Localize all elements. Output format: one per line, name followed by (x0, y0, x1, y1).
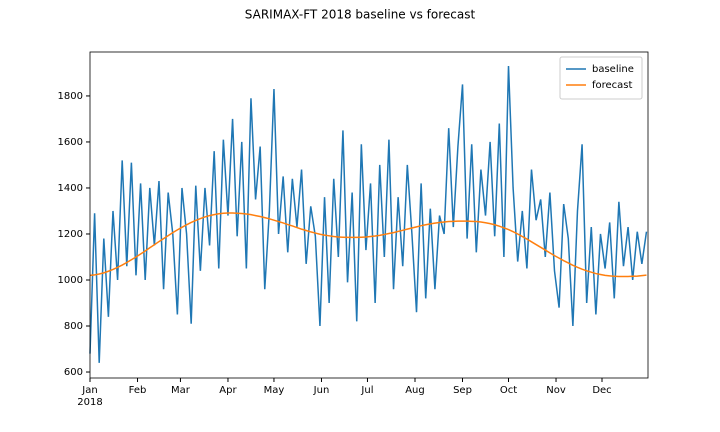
x-tick-label: Feb (129, 385, 147, 396)
y-tick-label: 1000 (58, 275, 83, 286)
x-year-label: 2018 (77, 397, 102, 408)
chart-title: SARIMAX-FT 2018 baseline vs forecast (245, 8, 476, 22)
y-tick-label: 800 (64, 321, 83, 332)
x-tick-label: Jan (81, 385, 97, 396)
x-tick-label: May (264, 385, 285, 396)
x-tick-label: Nov (546, 385, 566, 396)
line-series (89, 212, 647, 278)
x-tick-label: Oct (500, 385, 517, 396)
y-tick-label: 600 (64, 367, 83, 378)
legend-box (559, 56, 643, 100)
x-tick-label: Sep (453, 385, 472, 396)
legend-label: forecast (592, 80, 633, 91)
y-tick-label: 1400 (58, 183, 83, 194)
x-tick-label: Jul (360, 385, 373, 396)
y-tick-label: 1600 (58, 137, 83, 148)
x-tick-label: Mar (171, 385, 191, 396)
x-tick-label: Jun (313, 385, 330, 396)
x-tick-label: Dec (592, 385, 611, 396)
line-series (89, 66, 648, 363)
x-tick-label: Apr (219, 385, 237, 396)
y-tick-label: 1200 (58, 229, 83, 240)
y-tick-label: 1800 (58, 91, 83, 102)
x-tick-label: Aug (405, 385, 425, 396)
plot-frame (89, 51, 649, 379)
legend-label: baseline (592, 64, 634, 75)
